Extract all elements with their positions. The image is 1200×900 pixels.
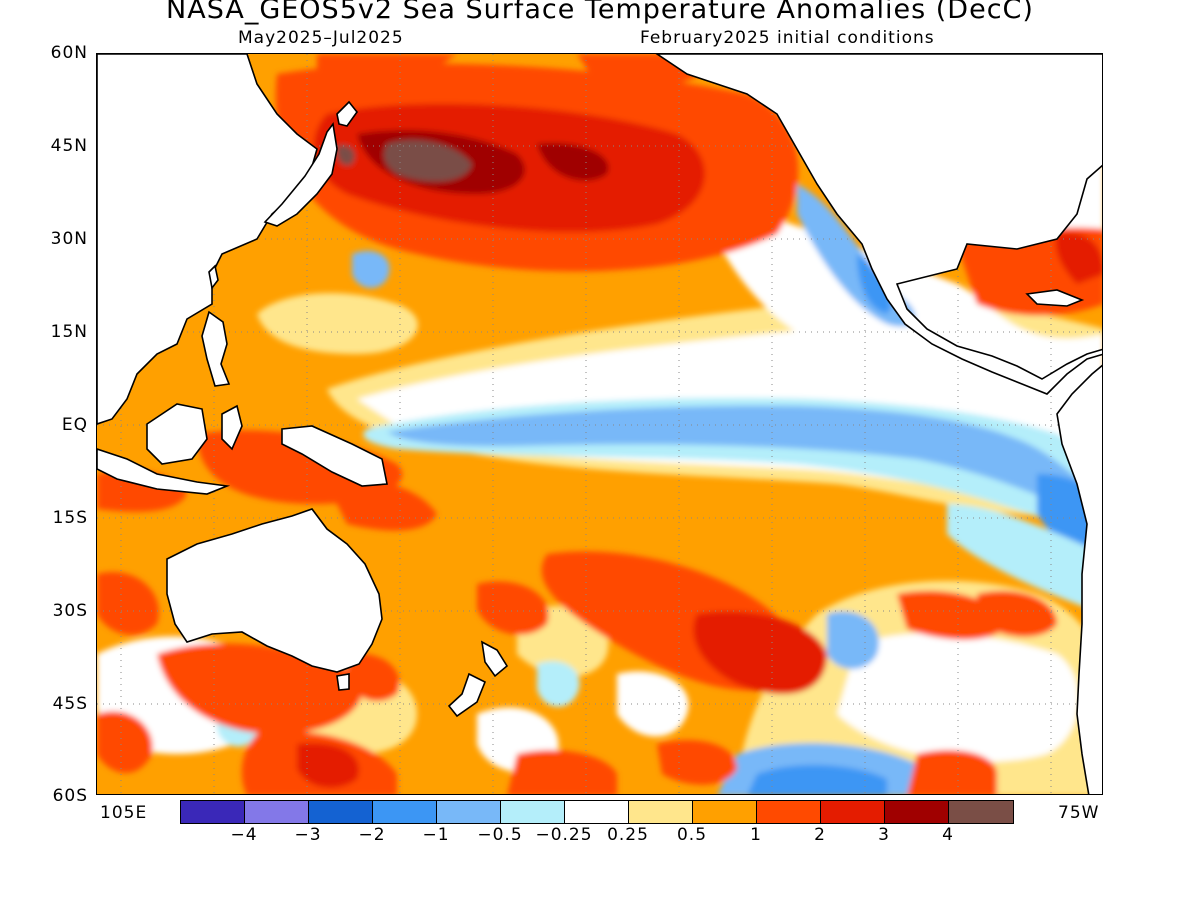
- colorbar-swatch: [245, 801, 309, 823]
- colorbar-swatch: [309, 801, 373, 823]
- colorbar-swatch: [181, 801, 245, 823]
- colorbar-swatch: [821, 801, 885, 823]
- lat-label-15s: 15S: [52, 508, 88, 528]
- colorbar-swatch: [373, 801, 437, 823]
- sst-anomaly-map: [96, 53, 1103, 795]
- colorbar-tick-label: 1: [750, 825, 762, 845]
- colorbar-swatch: [501, 801, 565, 823]
- colorbar-tick-label: 0.25: [607, 825, 649, 845]
- colorbar-tick-label: −0.5: [477, 825, 523, 845]
- lat-label-45n: 45N: [50, 136, 88, 156]
- lon-label-right: 75W: [1058, 803, 1100, 823]
- colorbar-swatch: [629, 801, 693, 823]
- colorbar-tick-label: 0.5: [676, 825, 708, 845]
- forecast-period: May2025–Jul2025: [238, 28, 404, 48]
- colorbar-swatch: [885, 801, 949, 823]
- colorbar-tick-label: −3: [294, 825, 322, 845]
- colorbar-tick-label: −4: [230, 825, 258, 845]
- lat-label-60n: 60N: [50, 43, 88, 63]
- colorbar-swatch: [693, 801, 757, 823]
- colorbar-tick-label: 4: [942, 825, 954, 845]
- lat-label-60s: 60S: [52, 786, 88, 806]
- lat-label-15n: 15N: [50, 322, 88, 342]
- lat-label-45s: 45S: [52, 694, 88, 714]
- colorbar-swatch: [949, 801, 1013, 823]
- colorbar-tick-label: −2: [358, 825, 386, 845]
- map-title: NASA_GEOS5v2 Sea Surface Temperature Ano…: [166, 0, 1034, 25]
- initial-conditions: February2025 initial conditions: [640, 28, 935, 48]
- colorbar-tick-label: 2: [814, 825, 826, 845]
- anomaly-field: [97, 54, 1102, 794]
- colorbar-swatch: [565, 801, 629, 823]
- lat-label-30n: 30N: [50, 229, 88, 249]
- colorbar-swatch: [757, 801, 821, 823]
- colorbar-tick-label: 3: [878, 825, 890, 845]
- colorbar: [180, 800, 1014, 824]
- lat-label-30s: 30S: [52, 601, 88, 621]
- colorbar-tick-label: −0.25: [535, 825, 593, 845]
- colorbar-tick-label: −1: [422, 825, 450, 845]
- land: [97, 54, 1102, 794]
- lon-label-left: 105E: [100, 803, 148, 823]
- lat-label-eq: EQ: [61, 415, 88, 435]
- colorbar-swatch: [437, 801, 501, 823]
